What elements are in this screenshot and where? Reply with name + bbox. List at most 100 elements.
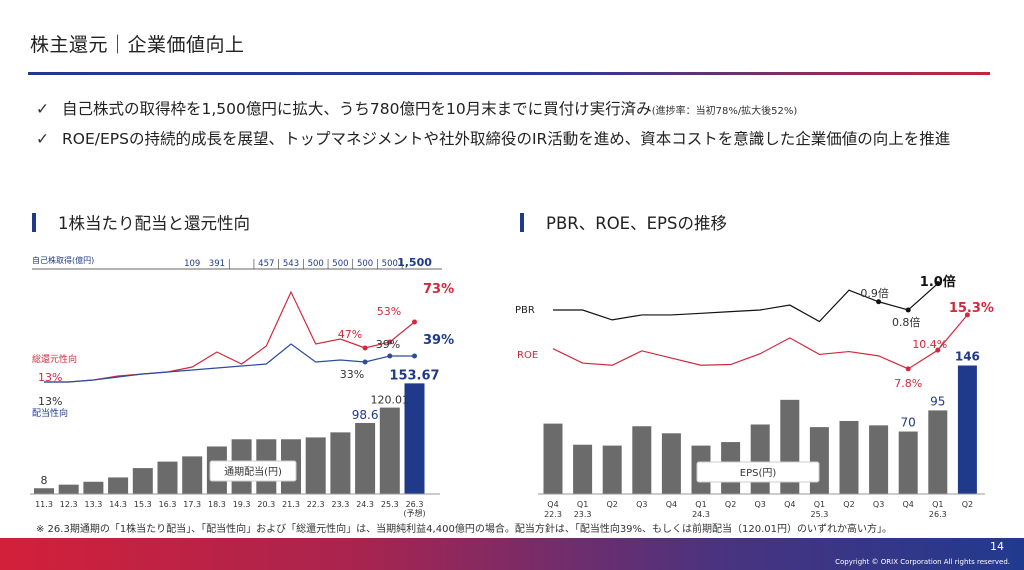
data-label: 8 bbox=[41, 474, 48, 487]
x-tick-label: 17.3 bbox=[183, 500, 201, 509]
x-tick-label: Q4 bbox=[784, 500, 795, 509]
roe-line bbox=[552, 314, 968, 370]
roe-point bbox=[935, 347, 941, 353]
x-tick-label: 18.3 bbox=[208, 500, 226, 509]
copyright: Copyright © ORIX Corporation All rights … bbox=[835, 558, 1010, 566]
roe-point bbox=[905, 366, 911, 372]
section-marker bbox=[520, 213, 524, 232]
buyback-value: 543 bbox=[283, 259, 299, 269]
buyback-value: 391 bbox=[209, 259, 225, 269]
dividend-bar bbox=[132, 468, 153, 494]
data-label: 7.8% bbox=[894, 377, 922, 390]
forecast-label: (予想) bbox=[403, 508, 425, 518]
x-tick-label: 13.3 bbox=[84, 500, 102, 509]
eps-bar bbox=[602, 445, 622, 494]
pbr-series-label: PBR bbox=[515, 305, 535, 316]
eps-legend-box bbox=[696, 461, 820, 483]
dividend-bar bbox=[157, 461, 178, 494]
x-tick-label: 23.3 bbox=[331, 500, 349, 509]
x-tick-label: 11.3 bbox=[35, 500, 53, 509]
data-label: 33% bbox=[340, 368, 364, 381]
bullet-item: ✓ 自己株式の取得枠を1,500億円に拡大、うち780億円を10月末までに買付け実… bbox=[36, 94, 950, 124]
data-label: 95 bbox=[930, 394, 945, 408]
x-tick-label: Q1 bbox=[814, 500, 825, 509]
buyback-value: 457 bbox=[258, 259, 274, 269]
roe-series-label: ROE bbox=[517, 350, 538, 361]
pbr-line bbox=[553, 283, 939, 323]
x-tick-label: 20.3 bbox=[257, 500, 275, 509]
total-return-point bbox=[362, 345, 368, 351]
bullet-text: 自己株式の取得枠を1,500億円に拡大、うち780億円を10月末までに買付け実行… bbox=[62, 100, 652, 118]
dividend-bar bbox=[379, 407, 400, 494]
left-section-label: 1株当たり配当と還元性向 bbox=[58, 214, 250, 233]
x-tick-label: 19.3 bbox=[233, 500, 251, 509]
eps-bar bbox=[839, 420, 859, 494]
x-tick-label: Q2 bbox=[962, 500, 973, 509]
data-label: 10.4% bbox=[912, 338, 947, 351]
x-tick-label: Q4 bbox=[903, 500, 914, 509]
right-section-title: PBR、ROE、EPSの推移 bbox=[520, 210, 727, 234]
x-tick-label: 24.3 bbox=[356, 500, 374, 509]
dividend-bar bbox=[182, 456, 203, 494]
section-marker bbox=[32, 213, 36, 232]
eps-legend-label: EPS(円) bbox=[740, 468, 777, 479]
title-underline bbox=[28, 72, 990, 75]
bullet-list: ✓ 自己株式の取得枠を1,500億円に拡大、うち780億円を10月末までに買付け実… bbox=[36, 94, 950, 154]
left-section-title: 1株当たり配当と還元性向 bbox=[32, 210, 250, 234]
x-tick-label: Q1 bbox=[577, 500, 588, 509]
x-tick-label: 14.3 bbox=[109, 500, 127, 509]
x-tick-label: Q3 bbox=[873, 500, 884, 509]
data-label: 1.0倍 bbox=[920, 274, 956, 290]
eps-bar bbox=[573, 444, 593, 494]
payout-line bbox=[44, 343, 366, 383]
buyback-title: 自己株取得(億円) bbox=[32, 255, 94, 265]
x-tick-label: 12.3 bbox=[60, 500, 78, 509]
buyback-value: 500 bbox=[308, 259, 324, 269]
payout-point bbox=[387, 353, 393, 359]
payout-series-label: 配当性向 bbox=[32, 407, 68, 419]
payout-point bbox=[412, 353, 417, 359]
bullet-item: ✓ ROE/EPSの持続的成長を展望、トップマネジメントや社外取締役のIR活動を進… bbox=[36, 124, 950, 154]
data-label: 0.8倍 bbox=[892, 315, 921, 329]
pbr-point bbox=[876, 299, 882, 305]
check-icon: ✓ bbox=[36, 100, 49, 118]
data-label: 13% bbox=[38, 395, 62, 408]
buyback-value: 500 bbox=[357, 259, 373, 269]
payout-point bbox=[362, 359, 368, 365]
eps-bar bbox=[869, 425, 889, 494]
buyback-value: 500 bbox=[332, 259, 348, 269]
buyback-value: 1,500 bbox=[397, 256, 432, 269]
page-number: 14 bbox=[990, 540, 1004, 553]
dividend-bar bbox=[330, 432, 351, 494]
eps-bar bbox=[898, 431, 918, 494]
x-tick-sublabel: 22.3 bbox=[544, 510, 562, 519]
x-tick-label: Q2 bbox=[607, 500, 618, 509]
eps-bar bbox=[809, 427, 829, 494]
x-tick-label: Q2 bbox=[725, 500, 736, 509]
data-label: 0.9倍 bbox=[860, 286, 889, 300]
bullet-text: ROE/EPSの持続的成長を展望、トップマネジメントや社外取締役のIR活動を進め… bbox=[62, 130, 951, 148]
x-tick-label: Q3 bbox=[755, 500, 766, 509]
total-return-point bbox=[387, 339, 393, 345]
x-tick-label: 26.3 bbox=[406, 500, 424, 509]
eps-bar bbox=[661, 433, 681, 494]
data-label: 47% bbox=[338, 328, 362, 341]
data-label: 98.6 bbox=[352, 408, 379, 422]
x-tick-label: Q4 bbox=[547, 500, 558, 509]
check-icon: ✓ bbox=[36, 130, 49, 148]
footer-bar bbox=[0, 538, 1024, 570]
eps-bar bbox=[543, 423, 563, 494]
data-label: 53% bbox=[377, 305, 401, 318]
data-label: 39% bbox=[423, 333, 454, 348]
buyback-value: 500 bbox=[382, 259, 398, 269]
pbr-point bbox=[935, 281, 941, 287]
x-tick-label: Q1 bbox=[932, 500, 943, 509]
dividend-bar bbox=[83, 481, 104, 494]
page-title: 株主還元｜企業価値向上 bbox=[30, 34, 245, 56]
dividend-bar bbox=[355, 423, 376, 494]
eps-bar bbox=[928, 410, 948, 494]
x-tick-label: 16.3 bbox=[159, 500, 177, 509]
dividend-bar bbox=[404, 383, 425, 494]
